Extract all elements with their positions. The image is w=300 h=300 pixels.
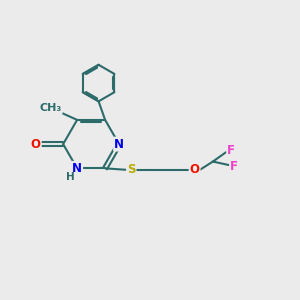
Text: F: F (230, 160, 238, 173)
Text: O: O (31, 138, 41, 151)
Text: F: F (227, 145, 235, 158)
Text: N: N (114, 138, 124, 151)
Text: N: N (72, 162, 82, 175)
Text: H: H (66, 172, 75, 182)
Text: S: S (127, 163, 136, 176)
Text: O: O (190, 163, 200, 176)
Text: CH₃: CH₃ (40, 103, 62, 113)
